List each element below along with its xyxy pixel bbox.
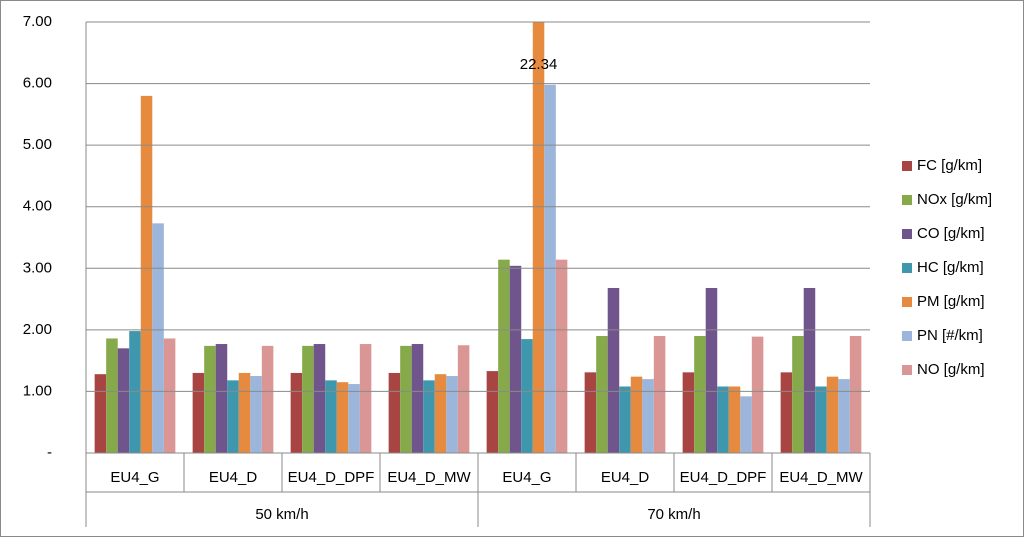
bar [815, 386, 827, 453]
legend-label: PM [g/km] [917, 293, 985, 310]
data-label: 22.34 [520, 56, 558, 73]
bar [682, 372, 695, 453]
x-tick-label: EU4_D_DPF [680, 469, 767, 486]
bar [117, 348, 130, 453]
bar [388, 372, 401, 453]
bar [204, 345, 216, 453]
bar [792, 336, 804, 453]
bar [653, 336, 666, 453]
y-tick-label: 1.00 [23, 382, 52, 399]
bar [532, 22, 545, 453]
bar [584, 372, 597, 453]
bar [238, 372, 251, 453]
legend-swatch [902, 365, 912, 375]
bar [544, 84, 556, 453]
bar [400, 345, 412, 453]
bar [163, 338, 176, 453]
x-tick-label: EU4_D_DPF [288, 469, 375, 486]
legend-label: NO [g/km] [917, 361, 985, 378]
bar [250, 376, 262, 453]
bar [849, 336, 862, 453]
legend-swatch [902, 161, 912, 171]
bar [498, 259, 510, 453]
y-tick-label: 3.00 [23, 259, 52, 276]
bar [423, 380, 435, 453]
y-tick-label: 2.00 [23, 321, 52, 338]
legend-swatch [902, 297, 912, 307]
bar [192, 372, 205, 453]
bar [94, 374, 107, 453]
bar [838, 379, 850, 453]
bar [457, 345, 470, 453]
bar [803, 287, 816, 453]
bar [642, 379, 654, 453]
bar [359, 344, 372, 453]
y-tick-label: 4.00 [23, 198, 52, 215]
bar [325, 380, 337, 453]
bar [521, 339, 533, 453]
bar [434, 374, 447, 453]
category-group-label: 50 km/h [255, 506, 308, 523]
category-group-label: 70 km/h [647, 506, 700, 523]
legend-swatch [902, 229, 912, 239]
bar [215, 344, 228, 453]
bar [596, 336, 608, 453]
legend-label: HC [g/km] [917, 259, 984, 276]
y-tick-label: 7.00 [23, 13, 52, 30]
x-tick-label: EU4_D [601, 469, 650, 486]
bar [302, 345, 314, 453]
y-tick-label: 6.00 [23, 75, 52, 92]
x-tick-label: EU4_G [502, 469, 551, 486]
bar [336, 382, 349, 453]
legend-label: CO [g/km] [917, 225, 985, 242]
bar [290, 372, 303, 453]
bar [705, 287, 718, 453]
bar [129, 331, 141, 453]
bar [694, 336, 706, 453]
bar [780, 372, 793, 453]
bar [728, 386, 741, 453]
bar [717, 386, 729, 453]
bar [619, 386, 631, 453]
bar [630, 376, 643, 453]
bar [348, 384, 360, 453]
x-tick-label: EU4_G [110, 469, 159, 486]
legend-swatch [902, 331, 912, 341]
bar [140, 95, 153, 453]
plot-area [94, 22, 862, 453]
bar [411, 344, 424, 453]
bar [751, 336, 764, 453]
bar [227, 380, 239, 453]
y-tick-label: - [47, 444, 52, 461]
bar [740, 396, 752, 453]
bar [509, 265, 522, 453]
bar [446, 376, 458, 453]
x-tick-label: EU4_D [209, 469, 258, 486]
bar [555, 259, 568, 453]
legend-label: NOx [g/km] [917, 191, 992, 208]
legend-label: PN [#/km] [917, 327, 983, 344]
bar [106, 338, 118, 453]
legend-swatch [902, 263, 912, 273]
x-tick-label: EU4_D_MW [779, 469, 863, 486]
y-tick-label: 5.00 [23, 136, 52, 153]
bar [261, 345, 274, 453]
bar [607, 287, 620, 453]
bar [486, 371, 499, 453]
bar [152, 223, 164, 453]
legend-swatch [902, 195, 912, 205]
bar [313, 344, 326, 453]
x-tick-label: EU4_D_MW [387, 469, 471, 486]
legend-label: FC [g/km] [917, 157, 982, 174]
bar [826, 376, 839, 453]
